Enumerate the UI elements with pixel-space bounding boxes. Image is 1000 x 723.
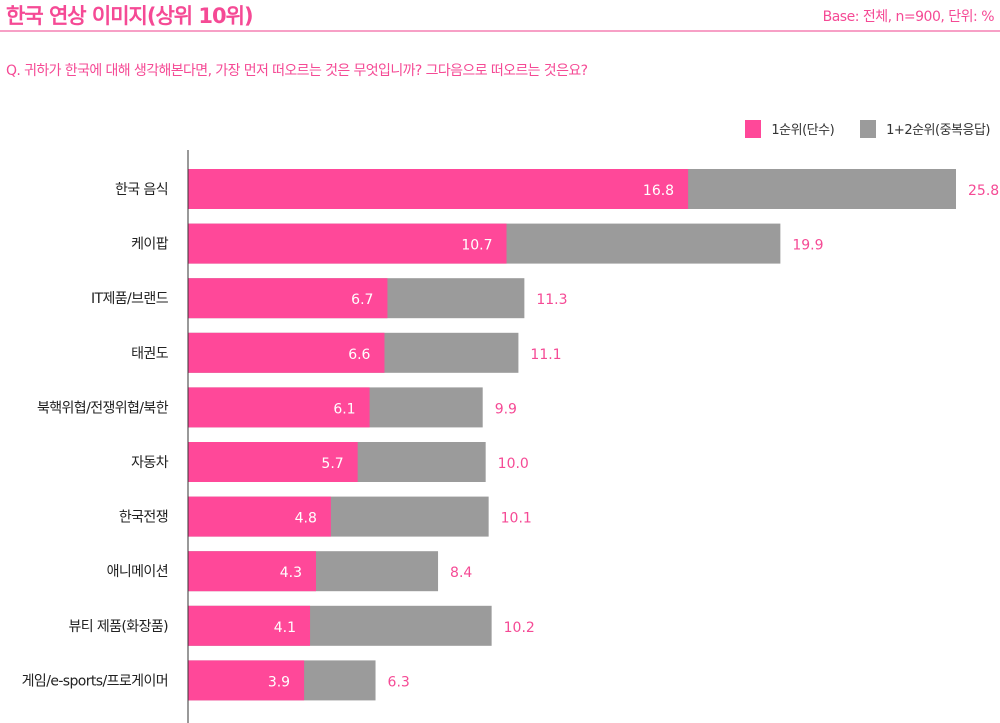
legend-item-first: 1순위(단수) <box>745 119 835 138</box>
category-label: 애니메이션 <box>107 564 168 580</box>
legend-swatch <box>860 119 877 138</box>
data-label-total: 11.1 <box>530 347 561 363</box>
data-label-total: 11.3 <box>536 292 567 308</box>
bar-first <box>188 605 311 646</box>
page-title: 한국 연상 이미지(상위 10위) <box>6 4 254 28</box>
bar-first <box>188 496 331 537</box>
category-label: 태권도 <box>131 346 169 362</box>
data-label-total: 10.0 <box>498 456 529 472</box>
data-label-first: 16.8 <box>643 183 674 199</box>
bar-first <box>188 442 358 482</box>
bar-first <box>188 551 316 592</box>
data-label-total: 19.9 <box>792 238 823 254</box>
bar-first <box>188 169 689 209</box>
legend-item-total: 1+2순위(중복응답) <box>860 119 990 138</box>
legend: 1순위(단수) 1+2순위(중복응답) <box>745 119 990 138</box>
bar-first <box>188 223 507 264</box>
data-label-first: 10.7 <box>461 238 492 254</box>
legend-swatch <box>745 119 762 138</box>
data-label-total: 9.9 <box>495 401 517 417</box>
category-label: 게임/e-sports/프로게이머 <box>22 673 168 689</box>
legend-label: 1순위(단수) <box>771 123 835 138</box>
data-label-total: 6.3 <box>388 674 410 690</box>
legend-label: 1+2순위(중복응답) <box>886 123 990 138</box>
bar-first <box>188 332 385 373</box>
category-label: IT제품/브랜드 <box>91 291 169 307</box>
data-label-first: 6.6 <box>348 347 370 363</box>
base-note: Base: 전체, n=900, 단위: % <box>822 9 995 25</box>
data-label-first: 6.7 <box>351 292 373 308</box>
category-label: 북핵위협/전쟁위협/북한 <box>37 400 169 416</box>
data-label-first: 5.7 <box>321 456 343 472</box>
category-label: 케이팝 <box>131 237 169 253</box>
data-label-first: 4.3 <box>280 565 302 581</box>
category-label: 한국 음식 <box>115 182 168 198</box>
header-divider <box>0 30 1000 32</box>
bar-first <box>188 387 370 428</box>
data-label-first: 4.8 <box>295 511 317 527</box>
category-label: 뷰티 제품(화장품) <box>68 619 168 635</box>
data-label-first: 3.9 <box>268 674 290 690</box>
data-label-first: 6.1 <box>333 401 355 417</box>
category-label: 한국전쟁 <box>119 510 168 526</box>
data-label-total: 10.1 <box>501 511 532 527</box>
data-label-total: 8.4 <box>450 565 472 581</box>
question-text: Q. 귀하가 한국에 대해 생각해본다면, 가장 먼저 떠오르는 것은 무엇입니… <box>6 63 588 79</box>
data-label-total: 25.8 <box>968 183 999 199</box>
category-label: 자동차 <box>131 455 169 471</box>
bar-first <box>188 660 305 701</box>
data-label-total: 10.2 <box>504 620 535 636</box>
bar-first <box>188 278 388 319</box>
data-label-first: 4.1 <box>274 620 296 636</box>
